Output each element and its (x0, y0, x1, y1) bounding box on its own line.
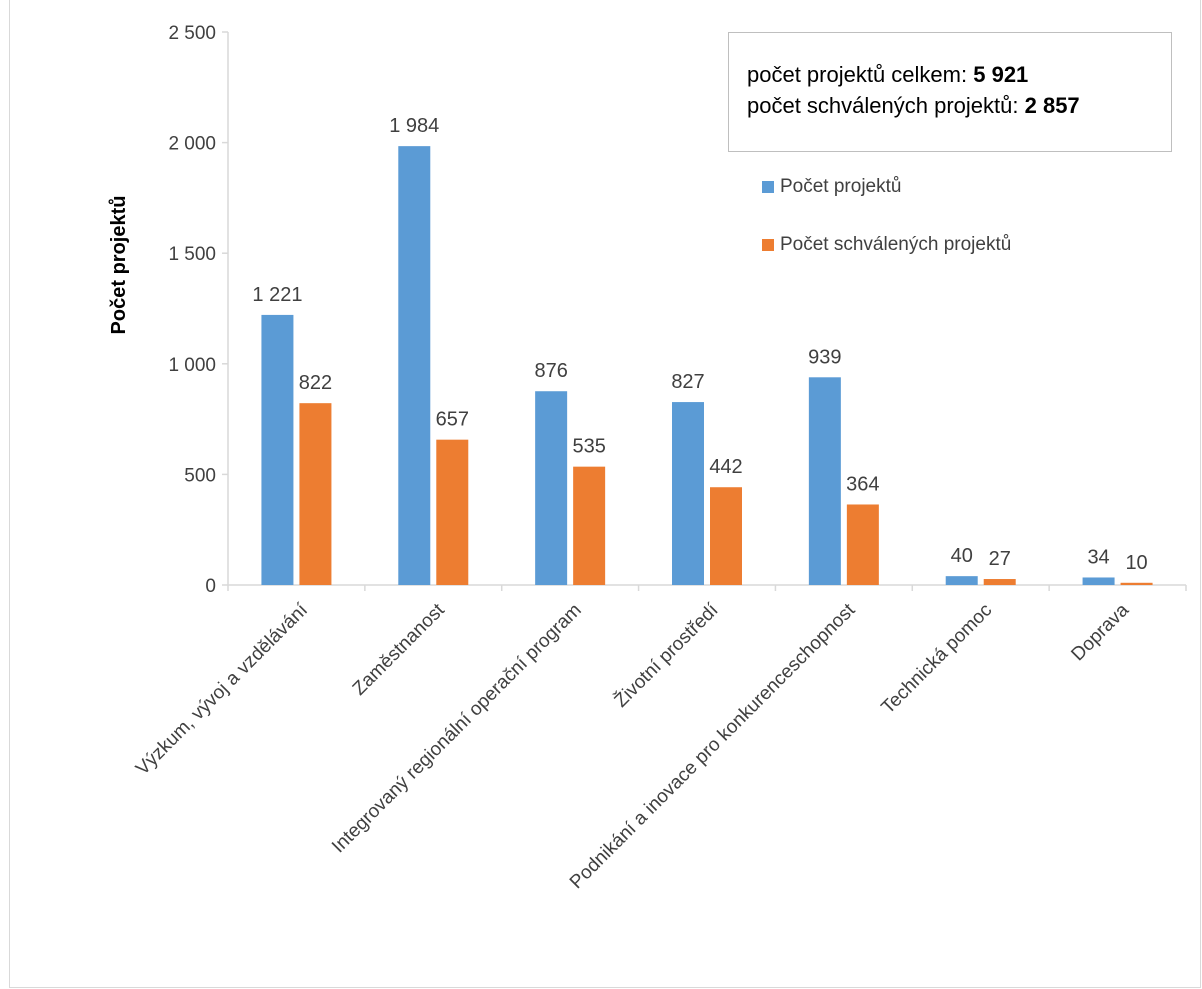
y-tick-label: 500 (184, 465, 216, 486)
data-label-total: 40 (951, 545, 973, 567)
bar-approved (983, 579, 1016, 585)
bar-approved (846, 504, 879, 585)
y-axis-title: Počet projektů (108, 196, 130, 335)
data-label-approved: 535 (572, 436, 605, 458)
category-label: Podnikání a inovace pro konkurenceschopn… (566, 599, 860, 893)
bar-total (808, 377, 841, 585)
y-tick-label: 0 (205, 576, 216, 597)
data-label-approved: 657 (436, 409, 469, 431)
approved-projects-value: 2 857 (1024, 93, 1080, 118)
bars (261, 146, 1153, 585)
bar-total (398, 146, 431, 585)
category-label: Zaměstnanost (349, 599, 449, 699)
data-label-approved: 822 (299, 372, 332, 394)
legend-swatch-total (762, 181, 774, 193)
category-label: Výzkum, vývoj a vzdělávání (132, 599, 312, 779)
bar-total (1082, 577, 1115, 585)
chart-frame (9, 0, 1201, 988)
data-label-approved: 442 (709, 456, 742, 478)
category-label: Doprava (1067, 599, 1133, 665)
legend-swatch-approved (762, 239, 774, 251)
y-axis: 0 500 1 000 1 500 2 000 2 500 (168, 23, 229, 597)
totals-box: počet projektů celkem: 5 921 počet schvá… (728, 32, 1172, 152)
bar-approved (299, 403, 332, 585)
y-tick-label: 1 500 (168, 244, 216, 265)
category-label: Životní prostředí (610, 598, 723, 711)
data-label-total: 827 (671, 371, 704, 393)
bar-total (945, 576, 978, 585)
data-label-total: 876 (534, 360, 567, 382)
bar-total (535, 391, 568, 585)
category-label: Integrovaný regionální operační program (328, 600, 586, 858)
bar-approved (1120, 582, 1153, 585)
total-projects-row: počet projektů celkem: 5 921 (747, 59, 1171, 90)
data-label-approved: 10 (1125, 552, 1147, 574)
x-axis (227, 584, 1187, 591)
approved-projects-label: počet schválených projektů: (747, 93, 1025, 118)
data-label-approved: 27 (989, 548, 1011, 570)
data-label-approved: 364 (846, 473, 879, 495)
bar-total (261, 314, 294, 585)
total-projects-label: počet projektů celkem: (747, 62, 974, 87)
data-label-total: 1 984 (389, 115, 439, 137)
data-labels: 1 221 822 1 984 657 876 535 827 442 939 364 40 27 34… (252, 115, 1147, 574)
legend-item-approved: Počet schválených projektů (762, 234, 1011, 256)
y-tick-label: 2 000 (168, 134, 216, 155)
legend-label-total: Počet projektů (780, 176, 902, 197)
data-label-total: 34 (1087, 546, 1109, 568)
category-label: Technická pomoc (878, 600, 997, 719)
bar-approved (710, 487, 742, 585)
y-tick-label: 1 000 (168, 355, 216, 376)
data-label-total: 1 221 (252, 284, 302, 306)
approved-projects-row: počet schválených projektů: 2 857 (747, 90, 1171, 121)
legend-label-approved: Počet schválených projektů (780, 234, 1012, 255)
bar-approved (436, 439, 469, 585)
y-tick-label: 2 500 (168, 23, 216, 44)
total-projects-value: 5 921 (973, 62, 1029, 87)
legend-item-total: Počet projektů (762, 176, 901, 198)
bar-approved (573, 466, 606, 585)
category-labels: Výzkum, vývoj a vzdělávání ZaměstnanostIn… (132, 598, 1133, 893)
bar-total (672, 402, 704, 585)
data-label-total: 939 (808, 346, 841, 368)
